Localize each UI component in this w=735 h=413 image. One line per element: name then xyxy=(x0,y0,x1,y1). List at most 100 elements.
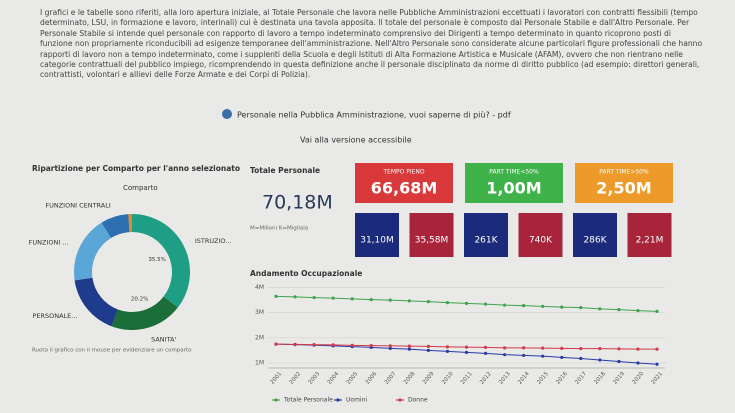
kpi-card xyxy=(465,163,563,203)
series-point xyxy=(293,295,297,299)
slice-label: FUNZIONI ... xyxy=(29,238,69,246)
y-tick-label: 3M xyxy=(255,309,264,316)
series-point xyxy=(598,347,602,351)
y-tick-label: 4M xyxy=(255,284,264,291)
slice-label: SANITA' xyxy=(151,335,176,343)
x-tick-label: 2005 xyxy=(346,371,360,386)
series-point xyxy=(426,344,430,348)
x-tick-label: 2003 xyxy=(308,371,322,386)
legend-dot xyxy=(398,398,402,402)
series-point xyxy=(483,345,488,349)
x-tick-label: 2001 xyxy=(270,371,284,386)
series-point xyxy=(541,354,545,358)
x-tick-label: 2009 xyxy=(422,371,436,386)
series-point xyxy=(407,299,411,303)
series-point xyxy=(483,351,488,356)
legend-title[interactable]: Comparto xyxy=(123,184,158,192)
series-point xyxy=(426,348,430,352)
small-card-value: 2,21M xyxy=(636,236,664,246)
kpi-value: 1,00M xyxy=(486,179,541,198)
donut-slice xyxy=(74,222,111,281)
series-point xyxy=(503,303,507,307)
series-point xyxy=(522,346,526,350)
series-point xyxy=(274,294,278,298)
series-point xyxy=(445,345,450,349)
series-point xyxy=(541,304,545,308)
series-point xyxy=(579,356,583,361)
series-point xyxy=(464,301,469,305)
x-tick-label: 2011 xyxy=(460,371,474,386)
x-tick-label: 2017 xyxy=(574,371,588,386)
series-point xyxy=(655,309,659,314)
series-point xyxy=(503,353,507,357)
small-card-value: 740K xyxy=(529,236,553,246)
donut-slice xyxy=(101,214,130,238)
intro-text: I grafici e le tabelle sono riferiti, al… xyxy=(40,8,703,80)
series-point xyxy=(636,361,640,365)
x-tick-label: 2010 xyxy=(441,371,455,386)
series-point xyxy=(407,347,411,351)
slice-label: FUNZIONI CENTRALI xyxy=(45,201,110,209)
pdf-link[interactable]: Personale nella Pubblica Amministrazione… xyxy=(237,111,511,120)
donut-slice xyxy=(132,214,191,308)
kpi-label: TEMPO PIENO xyxy=(382,169,425,176)
legend-dot xyxy=(336,398,340,402)
legend-label: Totale Personale xyxy=(283,397,333,404)
donut-slice xyxy=(111,296,178,330)
series-point xyxy=(636,347,640,351)
series-point xyxy=(293,342,297,346)
slice-value: 20.2% xyxy=(131,296,148,302)
series-point xyxy=(541,346,545,350)
x-tick-label: 2015 xyxy=(536,371,550,386)
total-value: 70,18M xyxy=(262,192,333,214)
series-point xyxy=(312,343,316,347)
x-tick-label: 2007 xyxy=(384,371,398,386)
x-tick-label: 2018 xyxy=(593,371,607,386)
series-point xyxy=(369,297,373,302)
series-point xyxy=(388,346,392,350)
kpi-label: PART TIME>50% xyxy=(599,169,649,176)
series-point xyxy=(503,346,507,350)
x-tick-label: 2008 xyxy=(403,371,417,386)
series-point xyxy=(655,347,659,351)
series-point xyxy=(617,359,621,364)
x-tick-label: 2012 xyxy=(479,371,493,386)
series-point xyxy=(388,344,392,348)
x-tick-label: 2019 xyxy=(612,371,626,386)
small-card-value: 286K xyxy=(583,236,607,246)
series-point xyxy=(445,349,450,353)
small-card-value: 261K xyxy=(474,236,498,246)
series-point xyxy=(312,295,316,300)
series-point xyxy=(274,342,278,346)
series-point xyxy=(331,296,335,300)
small-card xyxy=(573,213,617,257)
small-card-value: 31,10M xyxy=(360,236,394,246)
x-tick-label: 2013 xyxy=(498,371,512,386)
x-tick-label: 2004 xyxy=(327,371,341,386)
series-point xyxy=(617,308,621,312)
series-point xyxy=(522,353,526,358)
series-point xyxy=(579,306,583,310)
series-point xyxy=(560,305,564,309)
series-point xyxy=(350,297,354,301)
series-point xyxy=(560,355,564,360)
donut-slice xyxy=(74,277,118,327)
series-point xyxy=(483,302,488,306)
series-point xyxy=(426,300,430,304)
kpi-value: 66,68M xyxy=(371,179,438,198)
slice-value: 35.5% xyxy=(148,257,165,263)
donut-footnote: Ruota il grafico con il mouse per eviden… xyxy=(32,348,192,354)
small-card xyxy=(464,213,508,257)
series-point xyxy=(560,346,564,350)
series-point xyxy=(464,345,469,349)
series-point xyxy=(636,309,640,313)
accessible-link[interactable]: Vai alla versione accessibile xyxy=(300,136,412,145)
y-tick-label: 2M xyxy=(255,334,264,341)
total-note: M=Milioni K=Migliaia xyxy=(250,226,308,232)
small-card xyxy=(518,213,563,257)
y-tick-label: 1M xyxy=(255,359,264,366)
series-point xyxy=(617,347,621,351)
slice-label: ISTRUZIO... xyxy=(195,237,232,245)
